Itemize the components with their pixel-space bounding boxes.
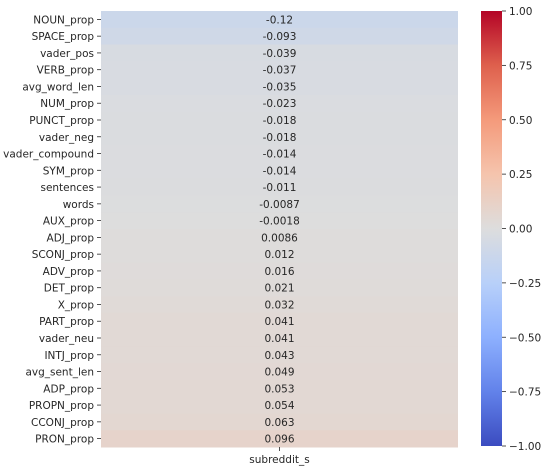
cell-value-label: 0.012 [264, 249, 294, 261]
row-tick-label: SPACE_prop [32, 31, 95, 43]
cell-value-label: 0.063 [264, 417, 294, 429]
cell-value-label: 0.032 [264, 299, 294, 311]
heatmap-cell [101, 363, 458, 381]
cell-value-label: -0.018 [263, 115, 297, 127]
heatmap-cell [101, 229, 458, 247]
heatmap-cell [101, 379, 458, 398]
heatmap-cell [101, 212, 458, 230]
colorbar-tick-label: −0.75 [509, 387, 541, 399]
cell-value-label: -0.0087 [259, 199, 300, 211]
heatmap-cell [101, 161, 458, 180]
heatmap-cell [101, 128, 458, 146]
cell-value-label: 0.043 [264, 350, 294, 362]
cell-value-label: -0.023 [263, 98, 297, 110]
cell-value-label: -0.0018 [259, 216, 300, 228]
row-tick-label: ADP_prop [43, 383, 94, 395]
heatmap-cell [101, 178, 458, 196]
heatmap-cell [101, 245, 458, 264]
cell-value-label: -0.035 [263, 81, 297, 93]
cell-value-label: -0.018 [263, 132, 297, 144]
colorbar-tick-label: 0.75 [509, 60, 532, 72]
row-tick-label: NUM_prop [40, 98, 94, 110]
cell-value-label: -0.093 [263, 31, 297, 43]
column-labels: subreddit_s [249, 447, 310, 466]
heatmap-cell [101, 27, 458, 46]
cell-value-label: -0.014 [263, 165, 297, 177]
heatmap-cell [101, 11, 458, 29]
row-tick-label: ADJ_prop [47, 232, 95, 244]
column-tick-label: subreddit_s [249, 454, 309, 466]
row-tick-label: SCONJ_prop [32, 249, 95, 261]
row-tick-label: CCONJ_prop [31, 417, 94, 429]
row-tick-label: VERB_prop [37, 65, 95, 77]
heatmap-cell [101, 78, 458, 96]
heatmap-cell [101, 413, 458, 431]
row-tick-label: X_prop [58, 299, 95, 311]
cell-value-label: 0.021 [264, 283, 294, 295]
heatmap-cell [101, 346, 458, 364]
heatmap-cell [101, 329, 458, 347]
row-tick-label: vader_neg [39, 132, 94, 144]
heatmap-cell [101, 430, 458, 448]
cell-value-label: 0.054 [264, 400, 294, 412]
colorbar-tick-label: −0.50 [509, 332, 541, 344]
row-tick-label: SYM_prop [43, 165, 95, 177]
colorbar-tick-label: 0.25 [509, 169, 532, 181]
row-tick-label: PRON_prop [35, 434, 94, 446]
row-tick-label: vader_compound [3, 149, 94, 161]
cell-value-label: 0.096 [264, 434, 294, 446]
heatmap-cell [101, 296, 458, 314]
cell-value-label: -0.014 [263, 149, 297, 161]
row-tick-label: avg_sent_len [25, 367, 94, 379]
colorbar-tick-label: −1.00 [509, 441, 541, 453]
heatmap-cell [101, 44, 458, 62]
row-tick-label: ADV_prop [43, 266, 95, 278]
heatmap-cell [101, 94, 458, 113]
row-tick-label: avg_word_len [22, 81, 94, 93]
row-tick-label: vader_neu [39, 333, 94, 345]
colorbar-tick-label: 0.00 [509, 224, 532, 236]
heatmap-cell [101, 312, 458, 331]
heatmap-cells: -0.12 -0.093 -0.039 -0.037 -0.035 -0.023 -0.01… [101, 11, 458, 448]
cell-value-label: 0.049 [264, 367, 294, 379]
row-tick-label: DET_prop [44, 283, 95, 295]
colorbar-tick-label: 1.00 [509, 6, 532, 18]
heatmap-cell [101, 279, 458, 297]
colorbar-gradient [481, 11, 502, 446]
heatmap-cell [101, 396, 458, 414]
cell-value-label: 0.016 [264, 266, 294, 278]
heatmap-cell [101, 145, 458, 163]
row-tick-label: PART_prop [39, 316, 94, 328]
row-labels: NOUN_prop SPACE_prop vader_pos VERB_propavg… [3, 14, 101, 446]
cell-value-label: 0.041 [264, 333, 294, 345]
cell-value-label: -0.037 [263, 65, 297, 77]
row-tick-label: sentences [40, 182, 94, 194]
heatmap-cell [101, 111, 458, 129]
row-tick-label: PUNCT_prop [29, 115, 94, 127]
row-tick-label: vader_pos [40, 48, 94, 60]
heatmap-cell [101, 262, 458, 280]
cell-value-label: -0.039 [263, 48, 297, 60]
cell-value-label: -0.12 [266, 14, 293, 26]
row-tick-label: AUX_prop [43, 216, 94, 228]
cell-value-label: 0.053 [264, 383, 294, 395]
row-tick-label: words [63, 199, 94, 211]
cell-value-label: 0.0086 [261, 232, 298, 244]
row-tick-label: INTJ_prop [44, 350, 94, 362]
colorbar: 1.00 0.75 0.50 0.25 0.00 −0.25 −0.50 −0.75 −1.00 [481, 6, 541, 453]
row-tick-label: NOUN_prop [33, 14, 94, 26]
colorbar-tick-label: 0.50 [509, 115, 532, 127]
heatmap-cell [101, 61, 458, 79]
heatmap-cell [101, 195, 458, 213]
row-tick-label: PROPN_prop [29, 400, 95, 412]
colorbar-tick-label: −0.25 [509, 278, 541, 290]
cell-value-label: 0.041 [264, 316, 294, 328]
cell-value-label: -0.011 [263, 182, 297, 194]
